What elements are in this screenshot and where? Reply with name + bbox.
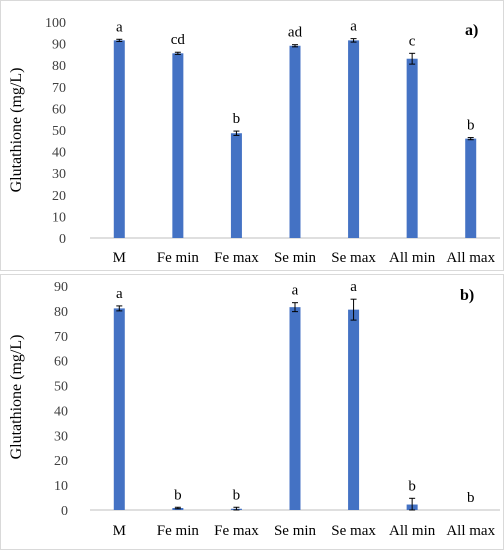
bar-se-max	[348, 309, 360, 510]
y-tick-label: 70	[54, 330, 68, 345]
y-tick-label: 50	[52, 124, 66, 139]
panel-a-label: a)	[465, 22, 478, 39]
bar-se-min	[289, 45, 301, 239]
significance-letter: cd	[171, 32, 186, 48]
y-tick-label: 20	[52, 189, 66, 204]
panel-b-y-axis-label: Glutathione (mg/L)	[8, 335, 25, 460]
y-tick-label: 60	[54, 355, 68, 370]
significance-letter: a	[350, 279, 357, 295]
x-tick-label: Fe min	[157, 523, 200, 539]
x-tick-label: Se max	[331, 250, 376, 266]
y-tick-label: 80	[52, 59, 66, 74]
y-tick-label: 0	[61, 504, 68, 519]
y-tick-label: 0	[59, 232, 66, 247]
significance-letter: ad	[288, 25, 303, 41]
bar-all-max	[465, 138, 477, 238]
bar-all-min	[406, 58, 418, 238]
panel-b-frame	[0, 274, 504, 550]
significance-letter: b	[467, 118, 475, 134]
significance-letter: a	[116, 286, 123, 302]
y-tick-label: 20	[54, 454, 68, 469]
x-tick-label: All min	[389, 523, 436, 539]
significance-letter: b	[408, 478, 416, 494]
y-tick-label: 50	[54, 380, 68, 395]
significance-letter: b	[233, 111, 241, 127]
bar-m	[113, 40, 125, 238]
panel-a-frame	[0, 0, 504, 271]
y-tick-label: 40	[52, 146, 66, 161]
y-tick-label: 80	[54, 305, 68, 320]
y-tick-label: 60	[52, 102, 66, 117]
y-tick-label: 10	[54, 479, 68, 494]
bar-fe-min	[172, 53, 184, 238]
panel-a: a) Glutathione (mg/L) 0 10 20 30 40 50 60 70 80 9…	[0, 0, 504, 271]
panel-b-bars: a b b a a b b	[113, 279, 475, 511]
significance-letter: a	[116, 19, 123, 35]
x-tick-label: Fe max	[214, 250, 259, 266]
y-tick-label: 30	[52, 167, 66, 182]
significance-letter: b	[467, 490, 475, 506]
bar-se-min	[289, 307, 301, 510]
bar-m	[113, 308, 125, 510]
y-tick-label: 30	[54, 429, 68, 444]
x-tick-label: Fe max	[214, 523, 259, 539]
y-tick-label: 90	[54, 280, 68, 295]
panel-b: b) Glutathione (mg/L) 0 10 20 30 40 50 60 70 80 9…	[0, 274, 504, 550]
y-tick-label: 90	[52, 38, 66, 53]
significance-letter: c	[409, 33, 416, 49]
panel-a-axis: 0 10 20 30 40 50 60 70 80 90 100 M Fe min Fe max Se mi…	[45, 16, 500, 266]
panel-a-y-axis-label: Glutathione (mg/L)	[8, 68, 25, 193]
bar-fe-max	[230, 133, 242, 238]
x-tick-label: Se min	[274, 523, 317, 539]
x-tick-label: Fe min	[157, 250, 200, 266]
significance-letter: b	[174, 487, 182, 503]
y-tick-label: 70	[52, 81, 66, 96]
bar-se-max	[348, 40, 360, 238]
significance-letter: a	[292, 283, 299, 299]
x-tick-label: All max	[446, 523, 495, 539]
x-tick-label: Se min	[274, 250, 317, 266]
x-tick-label: M	[113, 250, 126, 266]
x-tick-label: All min	[389, 250, 436, 266]
x-tick-label: All max	[446, 250, 495, 266]
x-tick-label: M	[113, 523, 126, 539]
significance-letter: b	[233, 487, 241, 503]
significance-letter: a	[350, 19, 357, 35]
x-tick-label: Se max	[331, 523, 376, 539]
panel-b-label: b)	[460, 287, 474, 304]
panel-a-bars: a cd b ad a c b	[113, 19, 477, 239]
y-tick-label: 10	[52, 210, 66, 225]
y-tick-label: 40	[54, 404, 68, 419]
y-tick-label: 100	[45, 16, 66, 31]
